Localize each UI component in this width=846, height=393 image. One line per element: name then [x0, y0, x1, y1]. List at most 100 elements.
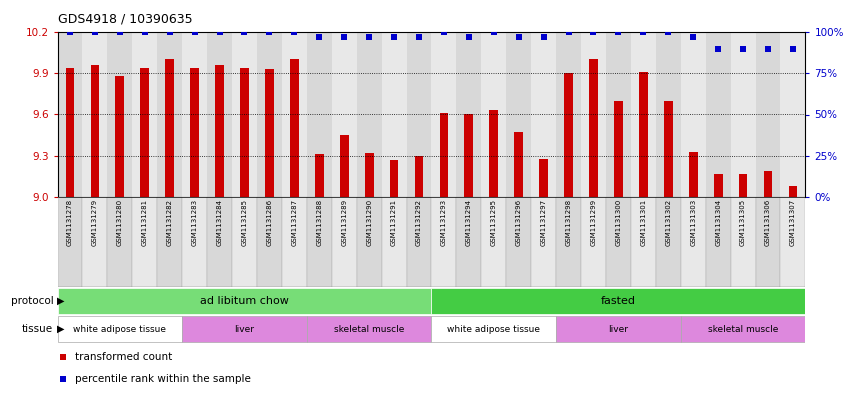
Text: GSM1131285: GSM1131285	[241, 199, 248, 246]
Bar	[490, 110, 498, 197]
Bar	[365, 153, 373, 197]
Text: liver: liver	[234, 325, 255, 334]
Bar	[781, 32, 805, 197]
Text: ad libitum chow: ad libitum chow	[200, 296, 289, 306]
Point	[163, 29, 177, 35]
Bar	[581, 32, 606, 197]
Point	[113, 29, 127, 35]
Point	[587, 29, 601, 35]
Bar	[531, 197, 556, 287]
Bar	[232, 197, 257, 287]
Bar	[481, 197, 506, 287]
Bar	[656, 32, 681, 197]
Text: GSM1131279: GSM1131279	[92, 199, 98, 246]
Bar	[606, 197, 631, 287]
Bar	[564, 73, 573, 197]
Bar	[415, 156, 423, 197]
Bar	[589, 59, 598, 197]
Text: GSM1131294: GSM1131294	[466, 199, 472, 246]
Text: fasted: fasted	[601, 296, 636, 306]
Text: white adipose tissue: white adipose tissue	[74, 325, 167, 334]
Point	[512, 34, 525, 40]
Bar	[132, 32, 157, 197]
Bar	[431, 316, 556, 342]
Bar	[556, 32, 581, 197]
Bar	[357, 197, 382, 287]
Bar	[107, 197, 132, 287]
Point	[686, 34, 700, 40]
Bar	[207, 197, 232, 287]
Bar	[764, 171, 772, 197]
Bar	[257, 32, 282, 197]
Bar	[731, 32, 755, 197]
Bar	[332, 197, 357, 287]
Point	[362, 34, 376, 40]
Bar	[382, 32, 407, 197]
Bar	[332, 32, 357, 197]
Bar	[58, 197, 82, 287]
Bar	[440, 113, 448, 197]
Text: GSM1131298: GSM1131298	[566, 199, 572, 246]
Bar	[656, 197, 681, 287]
Bar	[606, 32, 631, 197]
Bar	[531, 32, 556, 197]
Text: GDS4918 / 10390635: GDS4918 / 10390635	[58, 13, 192, 26]
Bar	[165, 59, 174, 197]
Text: GSM1131288: GSM1131288	[316, 199, 322, 246]
Bar	[240, 68, 249, 197]
Point	[188, 29, 201, 35]
Text: tissue: tissue	[22, 324, 53, 334]
Bar	[464, 114, 473, 197]
Point	[761, 45, 775, 51]
Bar	[481, 32, 506, 197]
Bar	[58, 32, 82, 197]
Bar	[714, 174, 722, 197]
Bar	[257, 197, 282, 287]
Point	[462, 34, 475, 40]
Bar	[689, 152, 698, 197]
Bar	[232, 32, 257, 197]
Bar	[681, 197, 706, 287]
Text: GSM1131301: GSM1131301	[640, 199, 646, 246]
Bar	[431, 288, 805, 314]
Text: GSM1131299: GSM1131299	[591, 199, 596, 246]
Point	[612, 29, 625, 35]
Bar	[290, 59, 299, 197]
Text: GSM1131307: GSM1131307	[790, 199, 796, 246]
Bar	[182, 32, 207, 197]
Bar	[307, 197, 332, 287]
Text: GSM1131300: GSM1131300	[615, 199, 622, 246]
Bar	[631, 32, 656, 197]
Bar	[315, 154, 324, 197]
Bar	[390, 160, 398, 197]
Text: GSM1131281: GSM1131281	[142, 199, 148, 246]
Bar	[631, 197, 656, 287]
Text: ▶: ▶	[57, 296, 64, 306]
Bar	[58, 288, 431, 314]
Text: GSM1131292: GSM1131292	[416, 199, 422, 246]
Point	[63, 29, 77, 35]
Text: percentile rank within the sample: percentile rank within the sample	[75, 374, 251, 384]
Bar	[407, 197, 431, 287]
Bar	[340, 135, 349, 197]
Text: GSM1131297: GSM1131297	[541, 199, 547, 246]
Bar	[431, 197, 456, 287]
Text: GSM1131284: GSM1131284	[217, 199, 222, 246]
Bar	[66, 68, 74, 197]
Text: GSM1131291: GSM1131291	[391, 199, 397, 246]
Text: GSM1131293: GSM1131293	[441, 199, 447, 246]
Point	[437, 29, 451, 35]
Bar	[207, 32, 232, 197]
Text: GSM1131282: GSM1131282	[167, 199, 173, 246]
Bar	[91, 65, 99, 197]
Bar	[639, 72, 648, 197]
Bar	[788, 186, 797, 197]
Bar	[556, 197, 581, 287]
Point	[786, 45, 799, 51]
Bar	[581, 197, 606, 287]
Bar	[556, 316, 681, 342]
Bar	[215, 65, 224, 197]
Bar	[157, 197, 182, 287]
Bar	[539, 158, 548, 197]
Bar	[382, 197, 407, 287]
